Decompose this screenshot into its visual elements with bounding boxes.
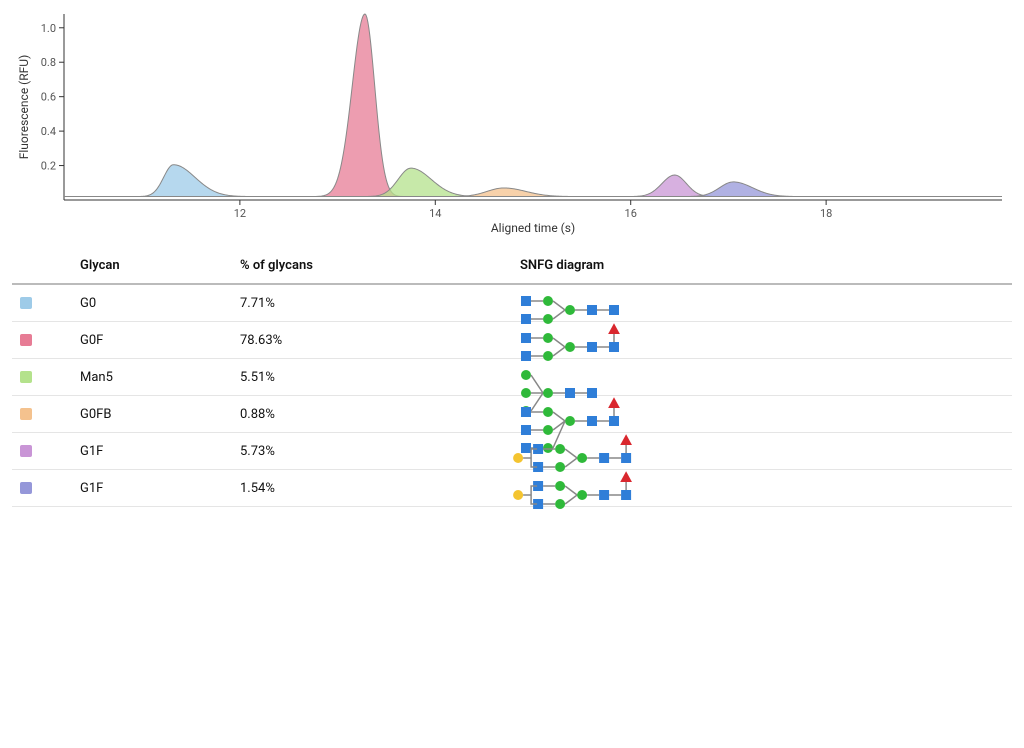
svg-text:0.4: 0.4: [41, 125, 56, 138]
svg-text:0.6: 0.6: [41, 91, 56, 104]
col-snfg: SNFG diagram: [512, 248, 1012, 284]
svg-text:14: 14: [429, 207, 441, 220]
snfg-cell: [512, 359, 1012, 396]
glycan-pct: 5.51%: [232, 359, 512, 396]
swatch-cell: [12, 396, 72, 433]
col-swatch: [12, 248, 72, 284]
svg-text:18: 18: [820, 207, 832, 220]
swatch-cell: [12, 284, 72, 322]
svg-text:Aligned time (s): Aligned time (s): [491, 221, 575, 235]
table-row: Man55.51%: [12, 359, 1012, 396]
snfg-cell: [512, 284, 1012, 322]
peak-G0F: [277, 14, 452, 197]
swatch-cell: [12, 433, 72, 470]
snfg-cell: [512, 396, 1012, 433]
glycan-pct: 0.88%: [232, 396, 512, 433]
svg-text:12: 12: [234, 207, 246, 220]
svg-text:16: 16: [625, 207, 637, 220]
swatch-cell: [12, 470, 72, 507]
color-swatch: [20, 334, 32, 346]
color-swatch: [20, 371, 32, 383]
svg-text:0.8: 0.8: [41, 56, 56, 69]
svg-text:1.0: 1.0: [41, 22, 56, 35]
glycan-name: Man5: [72, 359, 232, 396]
snfg-cell: [512, 470, 1012, 507]
glycan-pct: 7.71%: [232, 284, 512, 322]
glycan-name: G0FB: [72, 396, 232, 433]
col-pct: % of glycans: [232, 248, 512, 284]
glycan-pct: 78.63%: [232, 322, 512, 359]
glycan-name: G0: [72, 284, 232, 322]
glycan-pct: 1.54%: [232, 470, 512, 507]
color-swatch: [20, 408, 32, 420]
snfg-G0FB: [520, 406, 532, 422]
table-row: G0FB0.88%: [12, 396, 1012, 433]
table-row: G1F5.73%: [12, 433, 1012, 470]
color-swatch: [20, 482, 32, 494]
peak-G0: [85, 165, 260, 197]
col-glycan: Glycan: [72, 248, 232, 284]
svg-text:0.2: 0.2: [41, 160, 56, 173]
color-swatch: [20, 297, 32, 309]
glycan-name: G0F: [72, 322, 232, 359]
glycan-table: Glycan % of glycans SNFG diagram G07.71%…: [12, 248, 1012, 507]
svg-text:Fluorescence (RFU): Fluorescence (RFU): [17, 55, 31, 160]
electropherogram-chart: 0.2 0.4 0.6 0.8 1.0 Fluorescence (RFU) 12 14 16 1…: [12, 8, 1012, 238]
table-row: G0F78.63%: [12, 322, 1012, 359]
snfg-G1F: [520, 480, 532, 496]
snfg-G1F: [520, 443, 532, 459]
glycan-name: G1F: [72, 433, 232, 470]
color-swatch: [20, 445, 32, 457]
snfg-G0F: [520, 332, 532, 348]
snfg-cell: [512, 433, 1012, 470]
glycan-pct: 5.73%: [232, 433, 512, 470]
snfg-G0: [520, 295, 532, 311]
snfg-Man5: [520, 369, 532, 385]
snfg-cell: [512, 322, 1012, 359]
table-row: G07.71%: [12, 284, 1012, 322]
glycan-name: G1F: [72, 470, 232, 507]
table-row: G1F1.54%: [12, 470, 1012, 507]
swatch-cell: [12, 322, 72, 359]
swatch-cell: [12, 359, 72, 396]
chart-svg: 0.2 0.4 0.6 0.8 1.0 Fluorescence (RFU) 12 14 16 1…: [12, 8, 1012, 238]
